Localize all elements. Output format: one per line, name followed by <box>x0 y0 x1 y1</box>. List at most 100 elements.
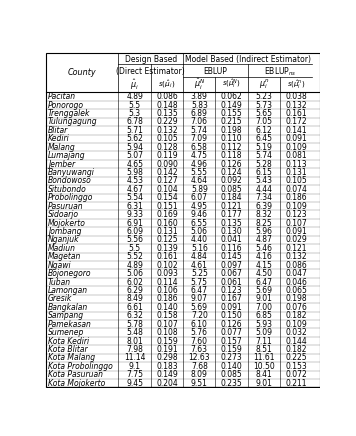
Text: 5.71: 5.71 <box>126 126 143 135</box>
Text: 0.081: 0.081 <box>286 151 307 160</box>
Text: $s(\hat{\mu}_i^{n})$: $s(\hat{\mu}_i^{n})$ <box>287 78 305 91</box>
Text: 4.84: 4.84 <box>191 252 208 261</box>
Text: 5.06: 5.06 <box>126 269 143 278</box>
Text: 0.139: 0.139 <box>156 244 178 253</box>
Text: 7.09: 7.09 <box>191 134 208 143</box>
Text: 7.06: 7.06 <box>191 117 208 126</box>
Text: 5.5: 5.5 <box>129 101 141 109</box>
Text: 0.154: 0.154 <box>156 193 178 202</box>
Text: 5.98: 5.98 <box>126 168 143 177</box>
Text: Madiun: Madiun <box>48 244 76 253</box>
Text: 4.44: 4.44 <box>256 185 272 194</box>
Text: 6.61: 6.61 <box>126 303 143 312</box>
Text: $\hat{\mu}_i$: $\hat{\mu}_i$ <box>130 77 139 92</box>
Text: 0.091: 0.091 <box>286 227 307 236</box>
Text: 0.198: 0.198 <box>286 294 307 303</box>
Text: 9.33: 9.33 <box>126 210 143 219</box>
Text: 0.235: 0.235 <box>221 378 242 388</box>
Text: 0.029: 0.029 <box>286 235 307 245</box>
Text: 8.51: 8.51 <box>256 345 272 354</box>
Text: 5.07: 5.07 <box>126 151 143 160</box>
Text: 0.131: 0.131 <box>156 227 178 236</box>
Text: 6.31: 6.31 <box>126 202 143 211</box>
Text: 0.114: 0.114 <box>156 278 178 286</box>
Text: 6.39: 6.39 <box>256 202 272 211</box>
Text: 5.69: 5.69 <box>191 303 208 312</box>
Text: 4.53: 4.53 <box>126 177 143 185</box>
Text: 8.32: 8.32 <box>256 210 272 219</box>
Text: 0.041: 0.041 <box>221 235 242 245</box>
Text: 6.58: 6.58 <box>191 143 208 152</box>
Text: 6.29: 6.29 <box>126 286 143 295</box>
Text: 5.28: 5.28 <box>256 160 272 169</box>
Text: 0.086: 0.086 <box>286 261 307 270</box>
Text: 4.87: 4.87 <box>256 235 272 245</box>
Text: 0.127: 0.127 <box>156 177 178 185</box>
Text: 0.047: 0.047 <box>286 269 307 278</box>
Text: 0.169: 0.169 <box>156 210 178 219</box>
Text: 5.16: 5.16 <box>191 244 208 253</box>
Text: 6.07: 6.07 <box>191 193 208 202</box>
Text: 4.16: 4.16 <box>256 252 272 261</box>
Text: 0.108: 0.108 <box>156 328 178 337</box>
Text: 0.159: 0.159 <box>156 337 178 345</box>
Text: 5.5: 5.5 <box>129 244 141 253</box>
Text: 0.109: 0.109 <box>286 202 307 211</box>
Text: 0.123: 0.123 <box>221 286 242 295</box>
Text: 0.125: 0.125 <box>156 235 178 245</box>
Text: 6.91: 6.91 <box>126 218 143 228</box>
Text: 0.132: 0.132 <box>156 126 178 135</box>
Text: 0.107: 0.107 <box>156 320 178 329</box>
Text: 7.34: 7.34 <box>256 193 272 202</box>
Text: 0.132: 0.132 <box>286 101 307 109</box>
Text: 5.65: 5.65 <box>256 109 272 118</box>
Text: 0.225: 0.225 <box>286 353 307 362</box>
Text: 4.61: 4.61 <box>191 261 208 270</box>
Text: 0.077: 0.077 <box>221 328 242 337</box>
Text: 0.160: 0.160 <box>156 218 178 228</box>
Text: 7.60: 7.60 <box>191 337 208 345</box>
Text: Gresik: Gresik <box>48 294 72 303</box>
Text: 9.46: 9.46 <box>191 210 208 219</box>
Text: 0.135: 0.135 <box>221 218 242 228</box>
Text: Pacitan: Pacitan <box>48 92 76 101</box>
Text: 5.73: 5.73 <box>256 101 272 109</box>
Text: 7.20: 7.20 <box>191 311 208 320</box>
Text: Ngawi: Ngawi <box>48 261 72 270</box>
Text: 0.157: 0.157 <box>221 337 242 345</box>
Text: Bondowoso: Bondowoso <box>48 177 91 185</box>
Text: 0.072: 0.072 <box>286 370 307 379</box>
Text: 0.215: 0.215 <box>221 117 242 126</box>
Text: 0.182: 0.182 <box>286 311 307 320</box>
Text: 6.02: 6.02 <box>126 278 143 286</box>
Text: 7.98: 7.98 <box>126 345 143 354</box>
Text: 0.159: 0.159 <box>221 345 242 354</box>
Text: 4.75: 4.75 <box>191 151 208 160</box>
Text: 0.211: 0.211 <box>286 378 307 388</box>
Text: 0.191: 0.191 <box>156 345 178 354</box>
Text: 0.062: 0.062 <box>221 92 242 101</box>
Text: 0.229: 0.229 <box>156 117 178 126</box>
Text: Model Based (Indirect Estimator): Model Based (Indirect Estimator) <box>185 55 311 64</box>
Text: 5.89: 5.89 <box>191 185 208 194</box>
Text: 6.55: 6.55 <box>191 218 208 228</box>
Text: 0.038: 0.038 <box>286 92 307 101</box>
Text: 0.131: 0.131 <box>286 168 307 177</box>
Text: 0.067: 0.067 <box>221 269 242 278</box>
Text: Jember: Jember <box>48 160 75 169</box>
Text: EBLUP$_{\mathit{ns}}$: EBLUP$_{\mathit{ns}}$ <box>264 66 297 78</box>
Text: $s(\hat{\mu}_i^{N})$: $s(\hat{\mu}_i^{N})$ <box>222 78 241 91</box>
Text: 6.78: 6.78 <box>126 117 143 126</box>
Text: 9.01: 9.01 <box>256 378 272 388</box>
Text: 0.184: 0.184 <box>221 193 242 202</box>
Text: 0.093: 0.093 <box>156 269 178 278</box>
Text: 0.046: 0.046 <box>286 278 307 286</box>
Text: 7.75: 7.75 <box>126 370 143 379</box>
Text: 5.74: 5.74 <box>191 126 208 135</box>
Text: 0.102: 0.102 <box>156 261 178 270</box>
Text: Bojonegoro: Bojonegoro <box>48 269 91 278</box>
Text: 0.124: 0.124 <box>221 168 242 177</box>
Text: 5.55: 5.55 <box>191 168 208 177</box>
Text: 0.086: 0.086 <box>156 92 178 101</box>
Text: 0.104: 0.104 <box>156 185 178 194</box>
